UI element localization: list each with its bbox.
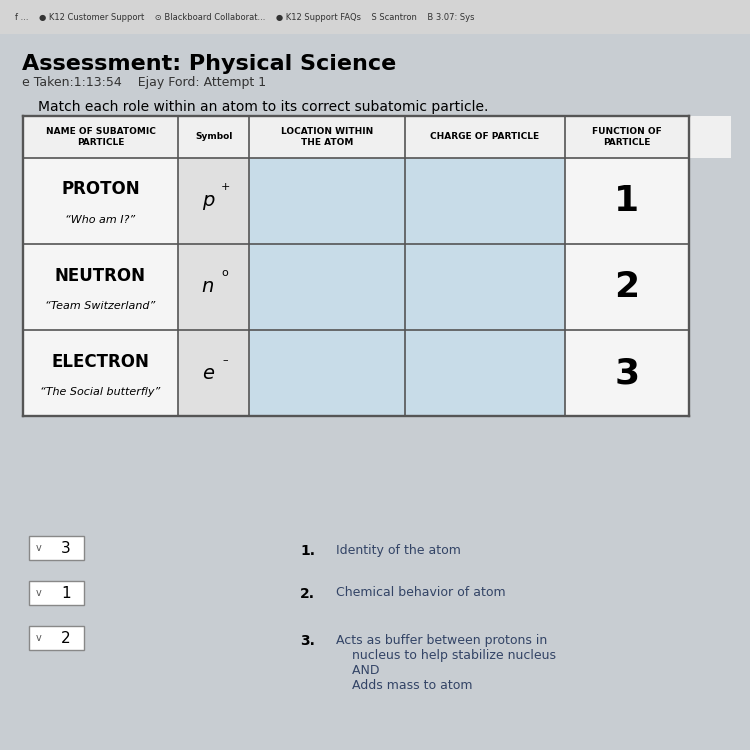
FancyBboxPatch shape [28, 580, 84, 604]
Text: +: + [220, 182, 230, 192]
Text: Assessment: Physical Science: Assessment: Physical Science [22, 54, 397, 74]
Text: f ...    ● K12 Customer Support    ⊙ Blackboard Collaborat...    ● K12 Support F: f ... ● K12 Customer Support ⊙ Blackboar… [15, 13, 475, 22]
Text: Acts as buffer between protons in
    nucleus to help stabilize nucleus
    AND
: Acts as buffer between protons in nucleu… [336, 634, 556, 692]
FancyBboxPatch shape [0, 34, 750, 750]
Text: 3: 3 [614, 356, 639, 390]
Text: n: n [202, 278, 214, 296]
FancyBboxPatch shape [178, 244, 249, 330]
Text: FUNCTION OF
PARTICLE: FUNCTION OF PARTICLE [592, 128, 662, 146]
FancyBboxPatch shape [249, 158, 405, 244]
Text: Symbol: Symbol [195, 133, 232, 142]
Text: PROTON: PROTON [62, 181, 140, 199]
Text: 2.: 2. [300, 586, 315, 601]
FancyBboxPatch shape [0, 0, 750, 34]
Text: “The Social butterfly”: “The Social butterfly” [40, 387, 160, 397]
FancyBboxPatch shape [405, 330, 565, 416]
Text: 1: 1 [614, 184, 639, 218]
Text: ELECTRON: ELECTRON [52, 353, 149, 371]
Text: “Team Switzerland”: “Team Switzerland” [45, 301, 155, 310]
Text: p: p [202, 191, 214, 210]
Text: v: v [36, 633, 42, 644]
Text: 1.: 1. [300, 544, 315, 558]
FancyBboxPatch shape [565, 330, 688, 416]
Text: NAME OF SUBATOMIC
PARTICLE: NAME OF SUBATOMIC PARTICLE [46, 128, 155, 146]
Text: 1: 1 [62, 586, 70, 601]
Text: Chemical behavior of atom: Chemical behavior of atom [336, 586, 506, 599]
FancyBboxPatch shape [22, 244, 178, 330]
FancyBboxPatch shape [565, 158, 688, 244]
Text: NEUTRON: NEUTRON [55, 267, 146, 285]
FancyBboxPatch shape [22, 116, 731, 158]
Text: 2: 2 [62, 631, 70, 646]
Text: e: e [202, 364, 214, 382]
FancyBboxPatch shape [178, 158, 249, 244]
Text: 3: 3 [62, 541, 70, 556]
FancyBboxPatch shape [178, 330, 249, 416]
FancyBboxPatch shape [249, 330, 405, 416]
FancyBboxPatch shape [405, 244, 565, 330]
FancyBboxPatch shape [249, 244, 405, 330]
Text: o: o [222, 268, 229, 278]
FancyBboxPatch shape [28, 536, 84, 560]
FancyBboxPatch shape [22, 158, 178, 244]
Text: Identity of the atom: Identity of the atom [336, 544, 460, 556]
Text: Match each role within an atom to its correct subatomic particle.: Match each role within an atom to its co… [38, 100, 488, 113]
Text: –: – [222, 355, 228, 364]
Text: CHARGE OF PARTICLE: CHARGE OF PARTICLE [430, 133, 539, 142]
Text: LOCATION WITHIN
THE ATOM: LOCATION WITHIN THE ATOM [281, 128, 374, 146]
FancyBboxPatch shape [22, 330, 178, 416]
Text: v: v [36, 543, 42, 554]
Text: “Who am I?”: “Who am I?” [65, 214, 136, 224]
Text: 2: 2 [614, 270, 639, 304]
FancyBboxPatch shape [565, 244, 688, 330]
FancyBboxPatch shape [405, 158, 565, 244]
Text: 3.: 3. [300, 634, 315, 648]
Text: e Taken:1:13:54    Ejay Ford: Attempt 1: e Taken:1:13:54 Ejay Ford: Attempt 1 [22, 76, 267, 89]
FancyBboxPatch shape [28, 626, 84, 650]
Text: v: v [36, 588, 42, 598]
